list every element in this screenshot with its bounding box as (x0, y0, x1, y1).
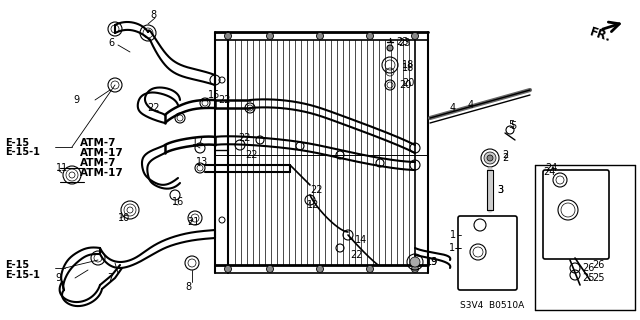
Text: 20: 20 (399, 80, 412, 90)
Text: ATM-17: ATM-17 (80, 168, 124, 178)
Text: S3V4  B0510A: S3V4 B0510A (460, 300, 524, 309)
Text: 19: 19 (426, 257, 438, 267)
Text: FR.: FR. (588, 26, 613, 45)
Circle shape (487, 155, 493, 161)
Circle shape (484, 152, 496, 164)
Text: ATM-7: ATM-7 (80, 138, 116, 148)
Text: 11: 11 (56, 163, 68, 173)
Circle shape (410, 257, 420, 267)
Text: 13: 13 (196, 157, 208, 167)
Text: 22: 22 (310, 185, 323, 195)
Circle shape (367, 33, 374, 39)
Circle shape (317, 33, 323, 39)
Circle shape (367, 266, 374, 273)
Text: 12: 12 (307, 200, 319, 210)
Text: 23: 23 (396, 37, 408, 47)
Text: 18: 18 (402, 60, 414, 70)
Text: 24: 24 (543, 167, 556, 177)
Text: 17: 17 (192, 137, 204, 147)
Text: 3: 3 (497, 185, 503, 195)
Text: 5: 5 (510, 121, 516, 131)
Text: E-15-1: E-15-1 (5, 147, 40, 157)
Text: 2: 2 (502, 153, 508, 163)
Text: 2: 2 (502, 150, 508, 160)
Text: 19: 19 (426, 257, 438, 267)
Text: 26: 26 (592, 260, 604, 270)
Circle shape (225, 33, 232, 39)
Text: 3: 3 (497, 185, 503, 195)
Circle shape (317, 266, 323, 273)
Text: 7: 7 (107, 273, 113, 283)
Text: 22: 22 (350, 250, 362, 260)
Circle shape (266, 266, 273, 273)
Circle shape (412, 266, 419, 273)
Text: 8: 8 (185, 282, 191, 292)
FancyBboxPatch shape (458, 216, 517, 290)
Text: 1: 1 (450, 230, 456, 240)
Text: 22: 22 (245, 150, 257, 160)
Text: 8: 8 (150, 10, 156, 20)
Text: 9: 9 (55, 273, 61, 283)
Text: 22: 22 (147, 103, 159, 113)
Text: 18: 18 (402, 63, 414, 73)
Text: 22: 22 (218, 95, 230, 105)
Text: 15: 15 (208, 90, 220, 100)
Text: ATM-7: ATM-7 (80, 158, 116, 168)
Text: 22: 22 (238, 133, 250, 143)
Circle shape (387, 45, 393, 51)
Text: 10: 10 (118, 213, 131, 223)
Text: 24: 24 (545, 163, 557, 173)
Circle shape (412, 33, 419, 39)
Text: ATM-17: ATM-17 (80, 148, 124, 158)
Circle shape (266, 33, 273, 39)
Text: 4: 4 (450, 103, 456, 113)
Text: 20: 20 (402, 78, 414, 88)
Text: 4: 4 (468, 100, 474, 110)
Text: 6: 6 (108, 38, 114, 48)
Text: 25: 25 (592, 273, 605, 283)
Text: 21: 21 (187, 217, 200, 227)
Text: 1: 1 (449, 243, 455, 253)
Text: 23: 23 (398, 38, 410, 48)
Text: 9: 9 (73, 95, 79, 105)
Text: E-15-1: E-15-1 (5, 270, 40, 280)
FancyBboxPatch shape (543, 170, 609, 259)
Circle shape (225, 266, 232, 273)
Text: 14: 14 (355, 235, 367, 245)
Text: E-15: E-15 (5, 260, 29, 270)
Text: E-15: E-15 (5, 138, 29, 148)
Text: 26: 26 (582, 263, 595, 273)
Text: 16: 16 (172, 197, 184, 207)
Text: 25: 25 (582, 273, 595, 283)
Text: 5: 5 (508, 120, 515, 130)
